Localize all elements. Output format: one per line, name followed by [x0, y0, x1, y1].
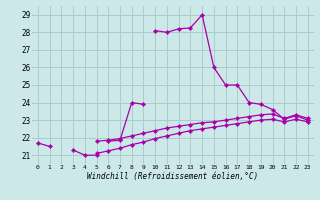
X-axis label: Windchill (Refroidissement éolien,°C): Windchill (Refroidissement éolien,°C)	[87, 172, 258, 181]
